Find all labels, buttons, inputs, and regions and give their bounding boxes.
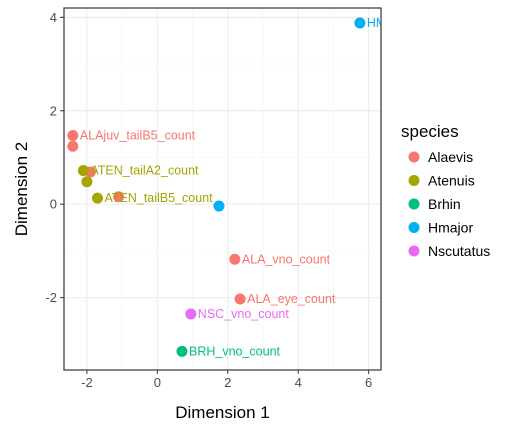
points xyxy=(67,17,366,357)
legend-key-nscutatus xyxy=(408,245,420,257)
y-tick-label: 2 xyxy=(50,103,57,118)
legend-key-hmajor xyxy=(408,222,420,233)
y-axis: -2 0 2 4 xyxy=(45,10,64,305)
data-point-hmajor xyxy=(354,17,366,29)
legend-label: Hmajor xyxy=(428,220,473,236)
point-label: ATEN_tailA2_count xyxy=(90,164,199,178)
data-point-atenuis xyxy=(91,192,103,204)
x-tick-label: 4 xyxy=(295,375,302,390)
point-label: ALA_vno_count xyxy=(242,252,331,266)
legend: species Alaevis Atenuis Brhin Hmajor Nscutatu… xyxy=(401,122,490,259)
legend-key-brhin xyxy=(408,198,420,210)
x-tick-label: 2 xyxy=(224,375,231,390)
data-point-atenuis xyxy=(77,165,89,177)
point-label: ALAjuv_tailB5_count xyxy=(80,129,196,143)
legend-key-alaevis xyxy=(408,151,420,163)
x-axis-title: Dimension 1 xyxy=(175,403,270,422)
x-tick-label: -2 xyxy=(81,375,93,390)
data-point-alaevis xyxy=(67,140,79,152)
data-point-alaevis xyxy=(234,293,246,305)
legend-key-atenuis xyxy=(408,175,420,186)
x-axis: -2 0 2 4 6 xyxy=(81,370,372,390)
legend-label: Atenuis xyxy=(428,173,475,189)
point-label: NSC_vno_count xyxy=(198,307,290,321)
data-point-hmajor xyxy=(213,200,225,212)
data-point-alaevis xyxy=(67,130,79,142)
y-tick-label: -2 xyxy=(45,290,57,305)
grid xyxy=(64,8,381,370)
y-tick-label: 0 xyxy=(50,197,57,212)
point-label: HMA xyxy=(367,16,395,30)
plot-border xyxy=(63,7,382,371)
legend-title: species xyxy=(401,122,459,141)
x-tick-label: 0 xyxy=(154,375,161,390)
point-label: BRH_vno_count xyxy=(189,344,281,358)
data-point-atenuis xyxy=(81,176,93,188)
data-point-brhin xyxy=(176,345,188,357)
y-tick-label: 4 xyxy=(50,10,57,25)
legend-label: Alaevis xyxy=(428,149,473,165)
data-point-nscutatus xyxy=(185,308,197,320)
plot-panel xyxy=(64,8,381,370)
data-point-alaevis xyxy=(113,191,125,203)
point-labels: ALAjuv_tailB5_count ALA_vno_count ALA_eye_… xyxy=(80,16,395,358)
x-tick-label: 6 xyxy=(365,375,372,390)
legend-label: Brhin xyxy=(428,196,461,212)
y-axis-title: Dimension 2 xyxy=(12,142,31,237)
point-label: ALA_eye_count xyxy=(247,292,336,306)
legend-label: Nscutatus xyxy=(428,243,490,259)
data-point-alaevis xyxy=(229,253,241,265)
point-label: ATEN_tailB5_count xyxy=(104,191,213,205)
